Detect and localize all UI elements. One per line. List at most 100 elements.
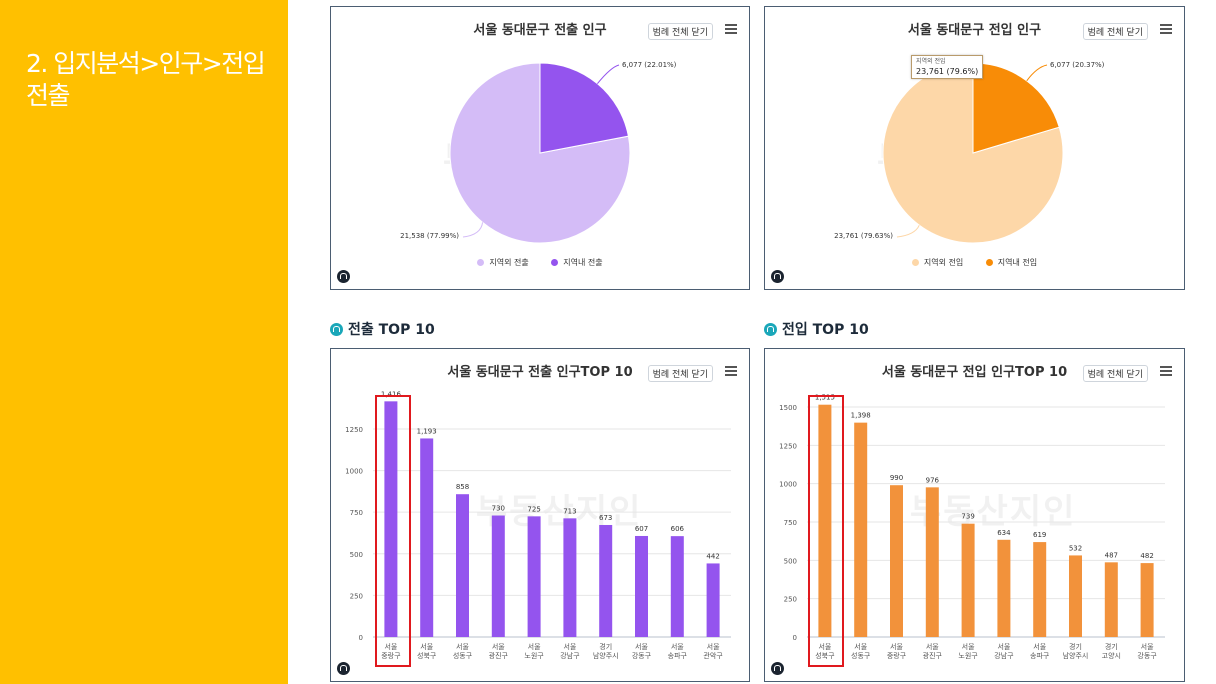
highlight-box (808, 395, 844, 667)
bar[interactable] (961, 523, 975, 637)
home-logo-icon (337, 270, 350, 283)
legend-item-in-internal[interactable]: 지역내 전입 (985, 257, 1037, 268)
x-tick-label: 남양주시 (593, 651, 619, 660)
section-header-out: 전출 TOP 10 (330, 319, 435, 339)
legend-item-out-internal[interactable]: 지역내 전출 (551, 257, 603, 268)
bar[interactable] (1140, 563, 1154, 637)
bar[interactable] (925, 487, 939, 637)
y-tick-label: 1000 (779, 481, 797, 489)
home-logo-icon (337, 662, 350, 675)
legend-label: 지역외 전입 (923, 258, 964, 267)
bar[interactable] (384, 401, 398, 637)
y-tick-label: 250 (350, 592, 363, 600)
bar[interactable] (635, 535, 648, 637)
legend-toggle-button[interactable]: 범례 전체 닫기 (647, 23, 713, 40)
bar-value-label: 976 (926, 476, 940, 484)
x-tick-label: 고양시 (1102, 652, 1121, 660)
legend-dot (477, 259, 485, 266)
slide-title-line2: 전출 (26, 81, 71, 110)
y-tick-label: 1250 (779, 442, 797, 450)
pie-connector (1026, 64, 1048, 82)
y-tick-label: 0 (359, 634, 363, 642)
x-tick-label: 서울 (563, 642, 576, 651)
bar[interactable] (456, 494, 469, 637)
bar[interactable] (420, 438, 434, 637)
bar[interactable] (997, 539, 1011, 637)
x-tick-label: 강동구 (632, 651, 652, 660)
x-tick-label: 성동구 (851, 651, 871, 660)
bar-value-label: 487 (1105, 551, 1118, 559)
pie-in-chart: 23,761 (79.63%) 6,077 (20.37%) (834, 61, 1105, 244)
bar[interactable] (818, 404, 832, 637)
tooltip-value: 23,761 (79.6%) (916, 67, 979, 76)
menu-icon[interactable] (1160, 366, 1172, 376)
pie-card-out: 서울 동대문구 전출 인구 범례 전체 닫기 부동산지인 21,538 (77.… (330, 6, 750, 290)
bar-value-label: 1,398 (851, 412, 871, 420)
x-tick-label: 경기 (599, 642, 612, 651)
bar-value-label: 442 (706, 552, 719, 560)
bar[interactable] (670, 536, 684, 637)
pie-connector (462, 222, 484, 238)
pie-data-label: 6,077 (20.37%) (1050, 61, 1105, 69)
legend-toggle-button[interactable]: 범례 전체 닫기 (1082, 365, 1148, 382)
pie-tooltip: 지역외 전입 23,761 (79.6%) (911, 55, 984, 79)
bar[interactable] (1104, 562, 1118, 637)
bar[interactable] (491, 515, 505, 637)
menu-icon[interactable] (1160, 24, 1172, 34)
menu-icon[interactable] (725, 366, 737, 376)
bar[interactable] (1069, 555, 1082, 637)
x-tick-label: 서울 (1033, 642, 1046, 651)
x-tick-label: 성북구 (815, 651, 835, 660)
highlight-box (375, 395, 411, 667)
x-tick-label: 경기 (1105, 642, 1118, 651)
pie-in-legend: 지역외 전입 지역내 전입 (765, 257, 1184, 268)
x-tick-label: 경기 (1069, 642, 1082, 651)
slide-title: 2. 입지분석>인구>전입 전출 (26, 48, 276, 112)
home-icon (764, 322, 777, 336)
home-logo-icon (771, 270, 784, 283)
x-tick-label: 남양주시 (1063, 651, 1089, 660)
pie-data-label: 23,761 (79.63%) (834, 232, 893, 240)
legend-item-out-external[interactable]: 지역외 전출 (477, 257, 529, 268)
pie-in-title: 서울 동대문구 전입 인구 (907, 23, 1042, 38)
x-tick-label: 강남구 (560, 651, 580, 660)
pie-connector (596, 64, 620, 84)
bar-in-title: 서울 동대문구 전입 인구TOP 10 (881, 365, 1068, 380)
bar-value-label: 1,193 (417, 427, 437, 435)
y-tick-label: 250 (784, 596, 797, 604)
menu-icon[interactable] (725, 24, 737, 34)
y-tick-label: 750 (784, 519, 797, 527)
bar[interactable] (706, 563, 720, 637)
home-logo-icon (771, 662, 784, 675)
pie-card-in: 서울 동대문구 전입 인구 범례 전체 닫기 부동산지인 23,761 (79.… (764, 6, 1185, 290)
legend-item-in-external[interactable]: 지역외 전입 (911, 257, 964, 268)
section-title: 전입 TOP 10 (782, 322, 869, 338)
x-tick-label: 노원구 (524, 651, 544, 660)
legend-toggle-button[interactable]: 범례 전체 닫기 (647, 365, 713, 382)
pie-out-chart: 21,538 (77.99%) 6,077 (22.01%) (400, 61, 677, 244)
y-tick-label: 0 (793, 634, 797, 642)
x-tick-label: 송파구 (668, 651, 688, 660)
bar[interactable] (527, 516, 541, 637)
bar-out-title: 서울 동대문구 전출 인구TOP 10 (447, 365, 633, 380)
bar[interactable] (890, 485, 903, 637)
bar[interactable] (854, 422, 868, 637)
y-tick-label: 750 (350, 509, 363, 517)
x-tick-label: 서울 (962, 642, 975, 651)
bar[interactable] (563, 518, 577, 637)
bar-value-label: 607 (635, 525, 648, 533)
legend-toggle-button[interactable]: 범례 전체 닫기 (1082, 23, 1148, 40)
x-tick-label: 서울 (456, 642, 469, 651)
x-tick-label: 서울 (890, 642, 903, 651)
x-tick-label: 서울 (420, 642, 433, 651)
bar-value-label: 730 (492, 505, 505, 513)
bar[interactable] (599, 524, 613, 637)
bar-value-label: 1,515 (815, 394, 835, 402)
bar-value-label: 619 (1033, 531, 1046, 539)
pie-slice[interactable] (539, 62, 629, 154)
bar-value-label: 739 (961, 513, 974, 521)
bar[interactable] (1033, 542, 1047, 637)
bar-value-label: 532 (1069, 544, 1082, 552)
